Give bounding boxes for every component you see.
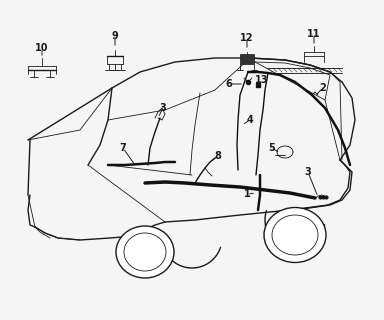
Ellipse shape	[264, 207, 326, 262]
Text: 9: 9	[112, 31, 118, 41]
Text: 3: 3	[160, 103, 166, 113]
Text: 13: 13	[255, 75, 269, 85]
Text: 2: 2	[319, 83, 326, 93]
Text: 8: 8	[215, 151, 222, 161]
Ellipse shape	[116, 226, 174, 278]
Text: 3: 3	[305, 167, 311, 177]
Text: 6: 6	[226, 79, 232, 89]
Text: 5: 5	[269, 143, 275, 153]
Text: 12: 12	[240, 33, 254, 43]
Text: 7: 7	[120, 143, 126, 153]
Bar	[240, 54, 254, 64]
Text: 4: 4	[247, 115, 253, 125]
Text: 1: 1	[243, 189, 250, 199]
Text: 11: 11	[307, 29, 321, 39]
Text: 10: 10	[35, 43, 49, 53]
